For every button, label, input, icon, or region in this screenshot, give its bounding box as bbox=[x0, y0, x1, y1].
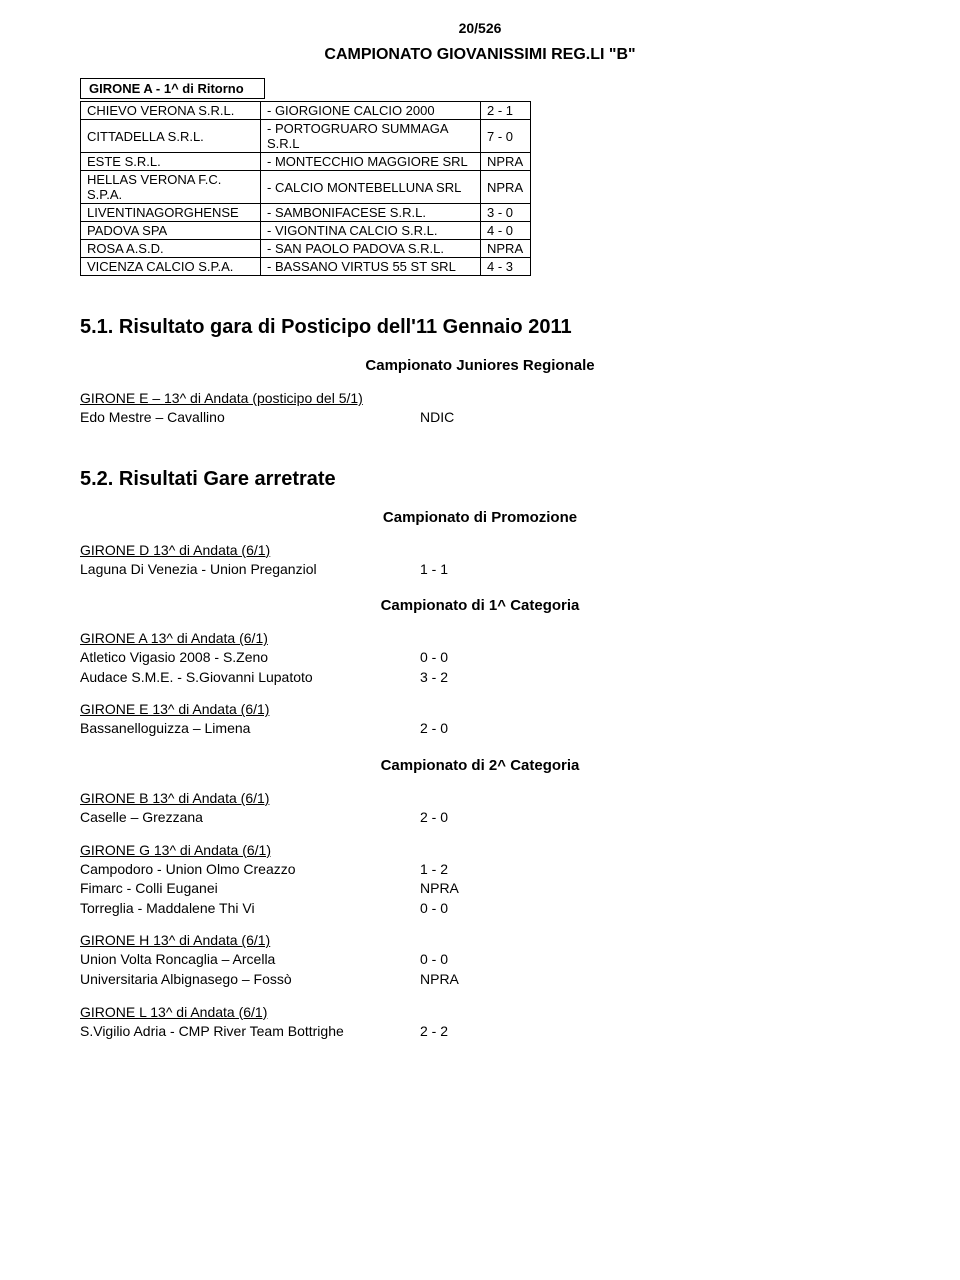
match-teams: Fimarc - Colli Euganei bbox=[80, 879, 420, 899]
away-team: - MONTECCHIO MAGGIORE SRL bbox=[261, 153, 481, 171]
match-row: Campodoro - Union Olmo Creazzo1 - 2 bbox=[80, 860, 880, 880]
championship-label: Campionato di 2^ Categoria bbox=[80, 757, 880, 774]
home-team: CHIEVO VERONA S.R.L. bbox=[81, 102, 261, 120]
home-team: ROSA A.S.D. bbox=[81, 240, 261, 258]
match-row: Edo Mestre – CavallinoNDIC bbox=[80, 408, 880, 428]
match-teams: S.Vigilio Adria - CMP River Team Bottrig… bbox=[80, 1022, 420, 1042]
home-team: HELLAS VERONA F.C. S.P.A. bbox=[81, 171, 261, 204]
match-score: 1 - 2 bbox=[420, 860, 448, 880]
score: 4 - 3 bbox=[481, 258, 531, 276]
match-score: 2 - 0 bbox=[420, 719, 448, 739]
girone-line: GIRONE A 13^ di Andata (6/1) bbox=[80, 630, 880, 646]
match-row: Fimarc - Colli EuganeiNPRA bbox=[80, 879, 880, 899]
home-team: ESTE S.R.L. bbox=[81, 153, 261, 171]
main-title: CAMPIONATO GIOVANISSIMI REG.LI "B" bbox=[80, 46, 880, 64]
girone-line: GIRONE D 13^ di Andata (6/1) bbox=[80, 542, 880, 558]
score: 3 - 0 bbox=[481, 204, 531, 222]
away-team: - CALCIO MONTEBELLUNA SRL bbox=[261, 171, 481, 204]
table-row: PADOVA SPA- VIGONTINA CALCIO S.R.L.4 - 0 bbox=[81, 222, 531, 240]
match-teams: Torreglia - Maddalene Thi Vi bbox=[80, 899, 420, 919]
match-row: Audace S.M.E. - S.Giovanni Lupatoto3 - 2 bbox=[80, 668, 880, 688]
score: 2 - 1 bbox=[481, 102, 531, 120]
girone-line: GIRONE L 13^ di Andata (6/1) bbox=[80, 1004, 880, 1020]
match-row: Atletico Vigasio 2008 - S.Zeno0 - 0 bbox=[80, 648, 880, 668]
match-row: Torreglia - Maddalene Thi Vi0 - 0 bbox=[80, 899, 880, 919]
away-team: - PORTOGRUARO SUMMAGA S.R.L bbox=[261, 120, 481, 153]
match-teams: Universitaria Albignasego – Fossò bbox=[80, 970, 420, 990]
section-5-2-heading: 5.2. Risultati Gare arretrate bbox=[80, 468, 880, 491]
match-score: 2 - 2 bbox=[420, 1022, 448, 1042]
score: NPRA bbox=[481, 240, 531, 258]
match-score: 3 - 2 bbox=[420, 668, 448, 688]
table-row: VICENZA CALCIO S.P.A.- BASSANO VIRTUS 55… bbox=[81, 258, 531, 276]
away-team: - BASSANO VIRTUS 55 ST SRL bbox=[261, 258, 481, 276]
match-teams: Atletico Vigasio 2008 - S.Zeno bbox=[80, 648, 420, 668]
girone-line: GIRONE H 13^ di Andata (6/1) bbox=[80, 932, 880, 948]
match-teams: Edo Mestre – Cavallino bbox=[80, 408, 420, 428]
match-teams: Audace S.M.E. - S.Giovanni Lupatoto bbox=[80, 668, 420, 688]
match-score: NPRA bbox=[420, 879, 459, 899]
table-row: HELLAS VERONA F.C. S.P.A.- CALCIO MONTEB… bbox=[81, 171, 531, 204]
girone-line: GIRONE G 13^ di Andata (6/1) bbox=[80, 842, 880, 858]
match-teams: Union Volta Roncaglia – Arcella bbox=[80, 950, 420, 970]
match-row: Bassanelloguizza – Limena2 - 0 bbox=[80, 719, 880, 739]
match-score: 0 - 0 bbox=[420, 648, 448, 668]
girone-line: GIRONE E 13^ di Andata (6/1) bbox=[80, 701, 880, 717]
score: 7 - 0 bbox=[481, 120, 531, 153]
match-score: 0 - 0 bbox=[420, 899, 448, 919]
score: 4 - 0 bbox=[481, 222, 531, 240]
away-team: - VIGONTINA CALCIO S.R.L. bbox=[261, 222, 481, 240]
home-team: PADOVA SPA bbox=[81, 222, 261, 240]
away-team: - GIORGIONE CALCIO 2000 bbox=[261, 102, 481, 120]
away-team: - SAN PAOLO PADOVA S.R.L. bbox=[261, 240, 481, 258]
match-row: S.Vigilio Adria - CMP River Team Bottrig… bbox=[80, 1022, 880, 1042]
match-score: 0 - 0 bbox=[420, 950, 448, 970]
table-row: CITTADELLA S.R.L.- PORTOGRUARO SUMMAGA S… bbox=[81, 120, 531, 153]
match-score: NDIC bbox=[420, 408, 454, 428]
girone-line: GIRONE E – 13^ di Andata (posticipo del … bbox=[80, 390, 880, 406]
match-row: Union Volta Roncaglia – Arcella0 - 0 bbox=[80, 950, 880, 970]
match-score: 2 - 0 bbox=[420, 808, 448, 828]
match-teams: Laguna Di Venezia - Union Preganziol bbox=[80, 560, 420, 580]
championship-label: Campionato di 1^ Categoria bbox=[80, 597, 880, 614]
home-team: LIVENTINAGORGHENSE bbox=[81, 204, 261, 222]
score: NPRA bbox=[481, 153, 531, 171]
score: NPRA bbox=[481, 171, 531, 204]
match-teams: Caselle – Grezzana bbox=[80, 808, 420, 828]
results-table: CHIEVO VERONA S.R.L.- GIORGIONE CALCIO 2… bbox=[80, 101, 531, 276]
match-teams: Bassanelloguizza – Limena bbox=[80, 719, 420, 739]
table-row: CHIEVO VERONA S.R.L.- GIORGIONE CALCIO 2… bbox=[81, 102, 531, 120]
section-5-1-heading: 5.1. Risultato gara di Posticipo dell'11… bbox=[80, 316, 880, 339]
table-row: LIVENTINAGORGHENSE- SAMBONIFACESE S.R.L.… bbox=[81, 204, 531, 222]
match-row: Universitaria Albignasego – FossòNPRA bbox=[80, 970, 880, 990]
match-teams: Campodoro - Union Olmo Creazzo bbox=[80, 860, 420, 880]
page-number: 20/526 bbox=[80, 20, 880, 36]
match-row: Laguna Di Venezia - Union Preganziol1 - … bbox=[80, 560, 880, 580]
championship-label: Campionato di Promozione bbox=[80, 509, 880, 526]
match-row: Caselle – Grezzana2 - 0 bbox=[80, 808, 880, 828]
girone-box: GIRONE A - 1^ di Ritorno bbox=[80, 78, 265, 99]
table-row: ESTE S.R.L.- MONTECCHIO MAGGIORE SRLNPRA bbox=[81, 153, 531, 171]
home-team: VICENZA CALCIO S.P.A. bbox=[81, 258, 261, 276]
match-score: 1 - 1 bbox=[420, 560, 448, 580]
match-score: NPRA bbox=[420, 970, 459, 990]
table-row: ROSA A.S.D.- SAN PAOLO PADOVA S.R.L.NPRA bbox=[81, 240, 531, 258]
home-team: CITTADELLA S.R.L. bbox=[81, 120, 261, 153]
away-team: - SAMBONIFACESE S.R.L. bbox=[261, 204, 481, 222]
girone-line: GIRONE B 13^ di Andata (6/1) bbox=[80, 790, 880, 806]
championship-juniores: Campionato Juniores Regionale bbox=[80, 357, 880, 374]
